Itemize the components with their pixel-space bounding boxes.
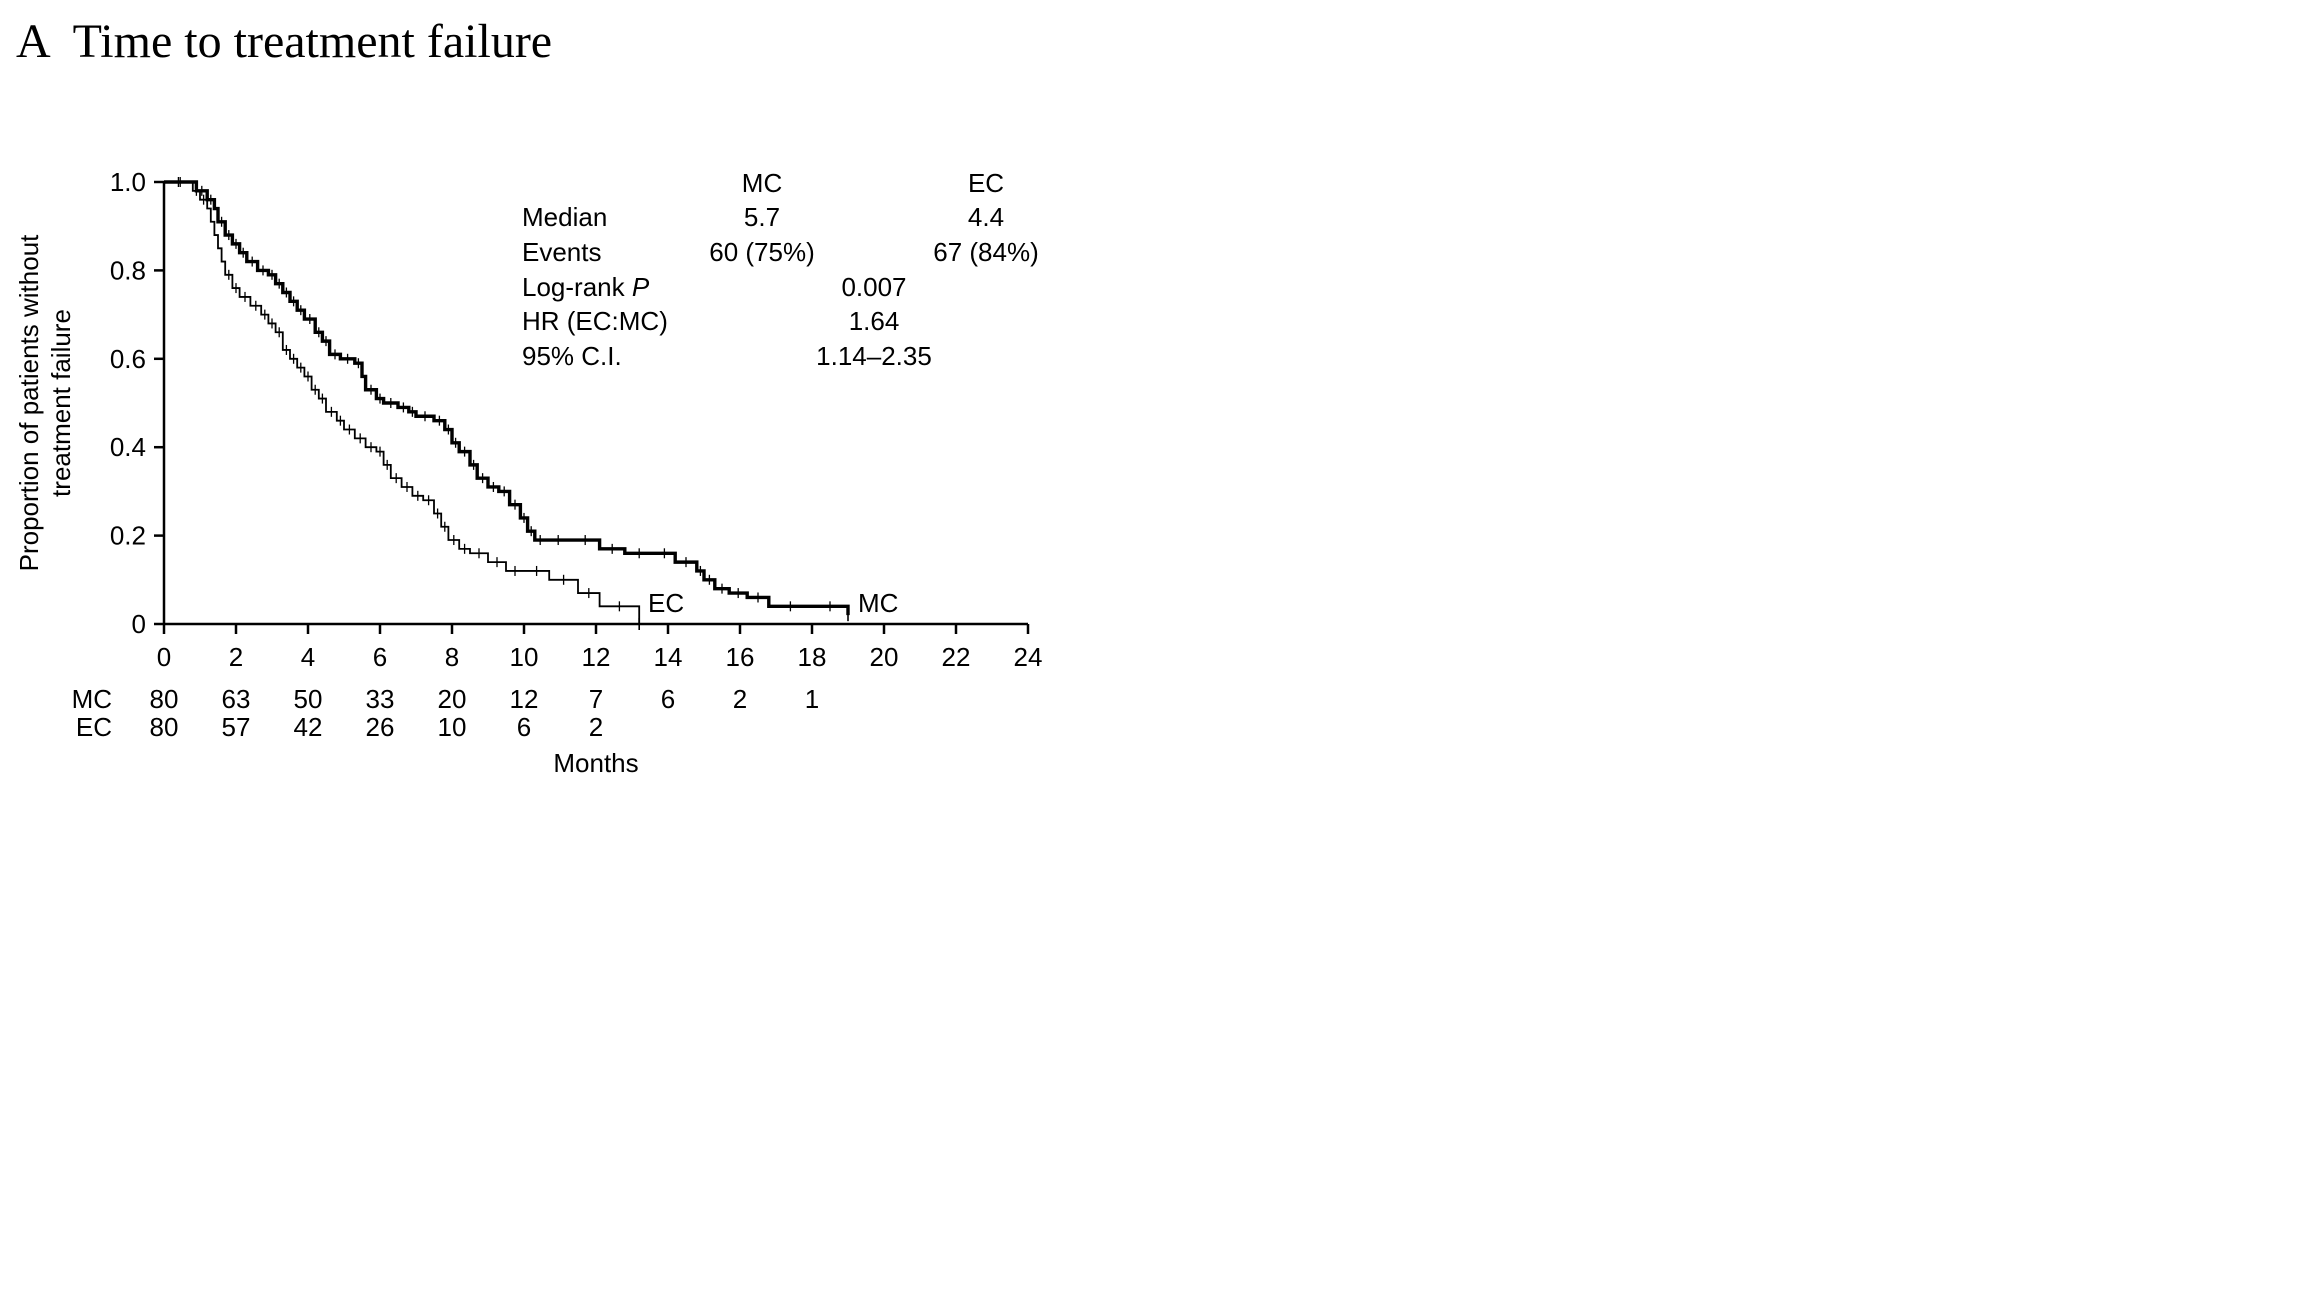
- y-tick-label: 0.2: [110, 521, 146, 551]
- y-tick-label: 0.6: [110, 344, 146, 374]
- at-risk-table: MC 80 63 50 33 20 12 7 6 2 1 EC 80 57 42 26 10 6 2: [72, 684, 820, 742]
- stats-row-value-mc: 5.7: [744, 202, 780, 232]
- curve-label-mc: MC: [858, 588, 898, 618]
- at-risk-value-ec: 6: [517, 712, 531, 742]
- figure-title-text: Time to treatment failure: [72, 15, 553, 68]
- stats-row-label-italic: P: [632, 272, 650, 302]
- x-tick-label: 10: [510, 642, 539, 672]
- stats-row-label: 95% C.I.: [522, 341, 622, 371]
- at-risk-value-ec: 26: [366, 712, 395, 742]
- stats-row-value: 1.14–2.35: [816, 341, 932, 371]
- x-tick-label: 14: [654, 642, 683, 672]
- x-tick-label: 2: [229, 642, 243, 672]
- chart-curves: [164, 177, 850, 630]
- x-tick-label: 8: [445, 642, 459, 672]
- stats-row-label-text: Log-rank: [522, 272, 632, 302]
- panel-label: A: [16, 15, 51, 68]
- y-tick-label: 0.8: [110, 255, 146, 285]
- x-tick-label: 18: [798, 642, 827, 672]
- x-tick-label: 0: [157, 642, 171, 672]
- figure-title: A Time to treatment failure: [16, 14, 552, 69]
- stats-row-value-ec: 4.4: [968, 202, 1004, 232]
- stats-row-label: Log-rank P: [522, 272, 650, 302]
- stats-header-mc: MC: [742, 168, 782, 198]
- stats-row-label: HR (EC:MC): [522, 306, 668, 336]
- at-risk-value-mc: 63: [222, 684, 251, 714]
- at-risk-value-mc: 20: [438, 684, 467, 714]
- y-axis-label-line: treatment failure: [46, 309, 76, 497]
- at-risk-value-ec: 57: [222, 712, 251, 742]
- at-risk-value-mc: 1: [805, 684, 819, 714]
- x-tick-label: 4: [301, 642, 315, 672]
- y-tick-label: 0: [132, 609, 146, 639]
- series-line-mc: [164, 180, 850, 616]
- stats-header-ec: EC: [968, 168, 1004, 198]
- at-risk-value-mc: 2: [733, 684, 747, 714]
- y-tick-label: 1.0: [110, 167, 146, 197]
- at-risk-value-ec: 80: [150, 712, 179, 742]
- x-axis-label: Months: [553, 748, 638, 778]
- x-tick-label: 6: [373, 642, 387, 672]
- stats-row-value-ec: 67 (84%): [933, 237, 1039, 267]
- stats-row-value: 0.007: [841, 272, 906, 302]
- at-risk-group-ec: EC: [76, 712, 112, 742]
- chart-axes: 00.20.40.60.81.00 2 4 6 8 10 12 14 16 18 20 22 24Pro…: [14, 167, 1042, 778]
- at-risk-value-ec: 10: [438, 712, 467, 742]
- km-survival-chart: 00.20.40.60.81.00 2 4 6 8 10 12 14 16 18 20 22 24Pro…: [14, 167, 1042, 778]
- x-tick-label: 16: [726, 642, 755, 672]
- stats-table: MC EC Median 5.7 4.4 Events 60 (75%) 67 (84%) Lo…: [522, 168, 1039, 371]
- x-tick-label: 24: [1014, 642, 1043, 672]
- at-risk-value-mc: 6: [661, 684, 675, 714]
- stats-row-value-mc: 60 (75%): [709, 237, 815, 267]
- at-risk-value-mc: 33: [366, 684, 395, 714]
- y-axis-label: Proportion of patients withouttreatment …: [14, 234, 76, 572]
- x-tick-label: 20: [870, 642, 899, 672]
- at-risk-value-ec: 2: [589, 712, 603, 742]
- at-risk-value-ec: 42: [294, 712, 323, 742]
- stats-row-value: 1.64: [849, 306, 900, 336]
- chart-labels: MC EC: [648, 588, 898, 618]
- at-risk-value-mc: 50: [294, 684, 323, 714]
- x-tick-label: 22: [942, 642, 971, 672]
- y-tick-label: 0.4: [110, 432, 146, 462]
- y-axis-label-line: Proportion of patients without: [14, 234, 44, 572]
- at-risk-value-mc: 7: [589, 684, 603, 714]
- stats-row-label: Median: [522, 202, 607, 232]
- stats-row-label: Events: [522, 237, 602, 267]
- at-risk-value-mc: 12: [510, 684, 539, 714]
- curve-label-ec: EC: [648, 588, 684, 618]
- x-tick-label: 12: [582, 642, 611, 672]
- at-risk-value-mc: 80: [150, 684, 179, 714]
- at-risk-group-mc: MC: [72, 684, 112, 714]
